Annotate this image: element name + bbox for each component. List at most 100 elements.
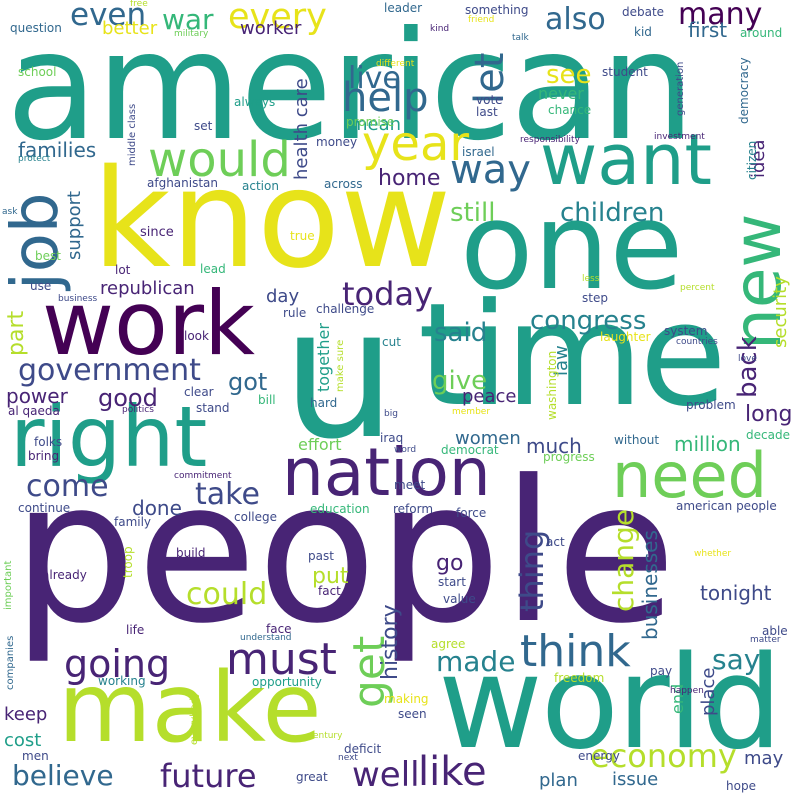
- word-value: value: [443, 592, 476, 606]
- word-government: government: [18, 353, 201, 388]
- word-commitment: commitment: [174, 471, 232, 481]
- word-mean: mean: [350, 114, 402, 135]
- word-worker: worker: [240, 18, 302, 39]
- word-member: member: [452, 407, 491, 417]
- word-give: give: [432, 366, 488, 396]
- word-reform: reform: [393, 502, 434, 516]
- word-congress: congress: [530, 306, 647, 336]
- word-together: together: [314, 323, 333, 392]
- word-set: set: [194, 119, 213, 133]
- word-take: take: [195, 477, 260, 512]
- word-issue: issue: [612, 769, 659, 790]
- word-without: without: [614, 433, 660, 447]
- word-long: long: [745, 402, 793, 427]
- word-women: women: [455, 428, 521, 449]
- word-would: would: [148, 132, 291, 188]
- word-power: power: [6, 384, 68, 408]
- word-since: since: [140, 225, 174, 240]
- word-republican: republican: [100, 278, 195, 299]
- word-businesses: businesses: [638, 530, 662, 640]
- word-kind: kind: [430, 24, 450, 34]
- word-also: also: [545, 2, 606, 37]
- word-families: families: [18, 138, 97, 162]
- word-must: must: [226, 634, 337, 685]
- word-responsibility: responsibility: [520, 135, 580, 145]
- word-one: one: [460, 178, 684, 317]
- word-health-care: health care: [291, 78, 312, 180]
- word-true: true: [290, 229, 315, 243]
- word-past: past: [308, 549, 334, 563]
- word-investment: investment: [654, 132, 705, 142]
- word-see: see: [546, 60, 592, 90]
- word-go: go: [436, 551, 464, 576]
- word-energy: energy: [578, 749, 620, 763]
- word-effort: effort: [298, 435, 342, 454]
- word-look: look: [184, 329, 209, 343]
- word-college: college: [234, 510, 277, 524]
- word-vote: vote: [476, 93, 503, 107]
- word-believe: believe: [12, 759, 114, 792]
- word-money: money: [316, 135, 358, 149]
- word-hope: hope: [726, 779, 756, 793]
- word-free: free: [130, 0, 148, 9]
- word-challenge: challenge: [316, 302, 375, 316]
- word-protect: protect: [18, 154, 51, 164]
- word-tonight: tonight: [700, 581, 772, 605]
- word-part: part: [4, 310, 29, 356]
- word-much: much: [526, 434, 582, 458]
- word-middle-class: middle class: [127, 103, 138, 166]
- word-war: war: [162, 3, 214, 36]
- word-education: education: [310, 502, 370, 516]
- word-system: system: [664, 324, 708, 338]
- word-progress: progress: [543, 450, 595, 464]
- word-put: put: [312, 564, 349, 589]
- word-washington: washington: [545, 350, 559, 420]
- word-still: still: [450, 198, 496, 228]
- word-first: first: [688, 18, 728, 42]
- word-chance: chance: [548, 103, 592, 117]
- word-said: said: [434, 318, 488, 348]
- word-could: could: [186, 577, 268, 612]
- word-step: step: [582, 291, 608, 305]
- word-act: act: [546, 535, 565, 549]
- word-democracy: democracy: [737, 57, 751, 124]
- word-every: every: [228, 0, 327, 37]
- word-important: important: [3, 560, 14, 610]
- word-always: always: [234, 95, 276, 109]
- word-security: security: [770, 276, 791, 348]
- word-make: make: [58, 652, 322, 764]
- word-right: right: [10, 388, 208, 486]
- word-troop: troop: [121, 546, 135, 578]
- word-work: work: [42, 272, 255, 375]
- word-say: say: [712, 643, 761, 676]
- word-support: support: [64, 190, 85, 260]
- word-day: day: [266, 286, 300, 307]
- word-problem: problem: [686, 398, 736, 412]
- word-laughter: laughter: [600, 330, 651, 344]
- word-stand: stand: [196, 401, 230, 415]
- word-best: best: [35, 249, 61, 263]
- word-across: across: [324, 177, 363, 191]
- word-better: better: [102, 18, 158, 39]
- word-thing: thing: [513, 529, 551, 612]
- word-action: action: [242, 179, 279, 193]
- word-continue: continue: [18, 501, 71, 515]
- word-iraq: iraq: [380, 431, 404, 445]
- word-everybody: everybody: [189, 692, 200, 745]
- word-leader: leader: [384, 1, 423, 15]
- word-force: force: [456, 506, 487, 520]
- word-economy: economy: [590, 737, 737, 775]
- word-use: use: [30, 279, 52, 293]
- word-made: made: [436, 645, 516, 678]
- word-today: today: [342, 275, 433, 313]
- word-people: people: [12, 439, 677, 667]
- word-already: already: [42, 568, 87, 582]
- word-school: school: [18, 65, 57, 79]
- word-al-qaeda: al qaeda: [8, 404, 60, 418]
- word-debate: debate: [622, 5, 665, 19]
- word-good: good: [98, 384, 158, 412]
- word-less: less: [582, 274, 600, 284]
- word-talk: talk: [512, 33, 529, 43]
- word-word: word: [394, 445, 417, 455]
